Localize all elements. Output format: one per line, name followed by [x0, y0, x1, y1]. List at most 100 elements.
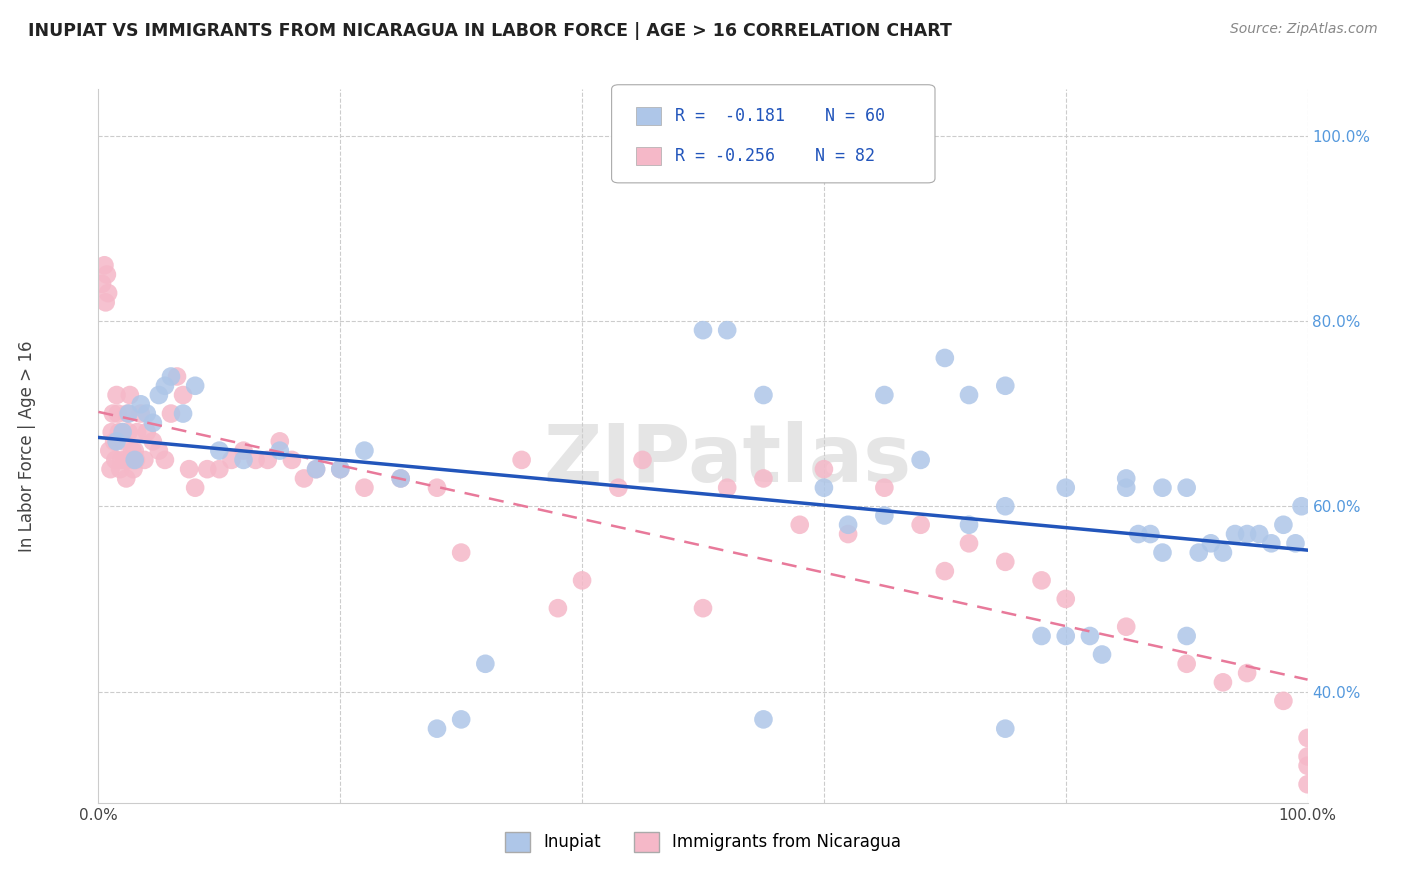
Point: [184, 378, 207, 392]
Point: [121, 443, 143, 458]
Text: Source: ZipAtlas.com: Source: ZipAtlas.com: [1230, 22, 1378, 37]
Point: [120, 453, 142, 467]
Point: [813, 462, 835, 476]
Point: [957, 388, 980, 402]
Point: [571, 574, 593, 588]
Text: R =  -0.181    N = 60: R = -0.181 N = 60: [675, 107, 884, 125]
Point: [1296, 777, 1319, 791]
Point: [172, 388, 194, 402]
Point: [692, 323, 714, 337]
Point: [1152, 545, 1174, 559]
Point: [166, 369, 188, 384]
Point: [105, 434, 128, 449]
Point: [450, 545, 472, 559]
Point: [1296, 758, 1319, 772]
Point: [160, 369, 183, 384]
Point: [118, 388, 141, 402]
Point: [135, 407, 157, 421]
Point: [934, 564, 956, 578]
Point: [129, 397, 152, 411]
Point: [353, 443, 375, 458]
Point: [1188, 545, 1211, 559]
Point: [98, 443, 121, 458]
Point: [153, 453, 176, 467]
Point: [1091, 648, 1114, 662]
Legend: Inupiat, Immigrants from Nicaragua: Inupiat, Immigrants from Nicaragua: [498, 825, 908, 859]
Point: [135, 425, 157, 439]
Point: [474, 657, 496, 671]
Point: [117, 407, 139, 421]
Point: [108, 425, 131, 439]
Point: [129, 407, 152, 421]
Point: [100, 425, 122, 439]
Point: [329, 462, 352, 476]
Point: [114, 453, 136, 467]
Point: [125, 453, 148, 467]
Point: [1115, 481, 1137, 495]
Point: [716, 481, 738, 495]
Point: [124, 443, 146, 458]
Point: [353, 481, 375, 495]
Point: [148, 388, 170, 402]
Point: [292, 471, 315, 485]
Point: [994, 555, 1017, 569]
Point: [389, 471, 412, 485]
Point: [716, 323, 738, 337]
Point: [547, 601, 569, 615]
Point: [1128, 527, 1150, 541]
Point: [1272, 517, 1295, 532]
Point: [1212, 675, 1234, 690]
Point: [110, 453, 132, 467]
Point: [1054, 591, 1077, 606]
Point: [256, 453, 278, 467]
Point: [93, 258, 115, 272]
Point: [91, 277, 114, 291]
Point: [122, 462, 145, 476]
Point: [115, 471, 138, 485]
Point: [1175, 629, 1198, 643]
Point: [1260, 536, 1282, 550]
Point: [329, 462, 352, 476]
Point: [118, 407, 141, 421]
Point: [101, 407, 124, 421]
Point: [934, 351, 956, 365]
Point: [873, 388, 896, 402]
Point: [1212, 545, 1234, 559]
Point: [994, 500, 1017, 514]
Point: [1272, 694, 1295, 708]
Point: [752, 712, 775, 726]
Point: [752, 388, 775, 402]
Point: [510, 453, 533, 467]
Point: [692, 601, 714, 615]
Point: [172, 407, 194, 421]
Point: [111, 425, 134, 439]
Point: [111, 425, 134, 439]
Point: [389, 471, 412, 485]
Point: [221, 453, 243, 467]
Point: [153, 378, 176, 392]
Point: [1296, 749, 1319, 764]
Point: [97, 286, 120, 301]
Point: [105, 388, 128, 402]
Y-axis label: In Labor Force | Age > 16: In Labor Force | Age > 16: [18, 340, 37, 552]
Point: [837, 517, 859, 532]
Point: [94, 295, 117, 310]
Point: [789, 517, 811, 532]
Point: [305, 462, 328, 476]
Point: [103, 434, 125, 449]
Point: [426, 481, 449, 495]
Point: [1296, 731, 1319, 745]
Point: [873, 481, 896, 495]
Point: [910, 517, 932, 532]
Point: [179, 462, 201, 476]
Point: [269, 434, 291, 449]
Point: [118, 425, 141, 439]
Point: [1175, 657, 1198, 671]
Point: [195, 462, 218, 476]
Point: [142, 416, 165, 430]
Point: [1115, 620, 1137, 634]
Point: [957, 517, 980, 532]
Point: [1139, 527, 1161, 541]
Point: [910, 453, 932, 467]
Point: [124, 453, 146, 467]
